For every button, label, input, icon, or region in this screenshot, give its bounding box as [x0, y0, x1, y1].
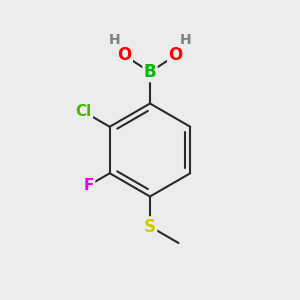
- Text: O: O: [117, 46, 132, 64]
- Text: Cl: Cl: [76, 104, 92, 119]
- Text: H: H: [179, 33, 191, 47]
- Text: F: F: [84, 178, 94, 193]
- Text: S: S: [144, 218, 156, 236]
- Text: B: B: [144, 63, 156, 81]
- Text: H: H: [109, 33, 121, 47]
- Text: O: O: [168, 46, 183, 64]
